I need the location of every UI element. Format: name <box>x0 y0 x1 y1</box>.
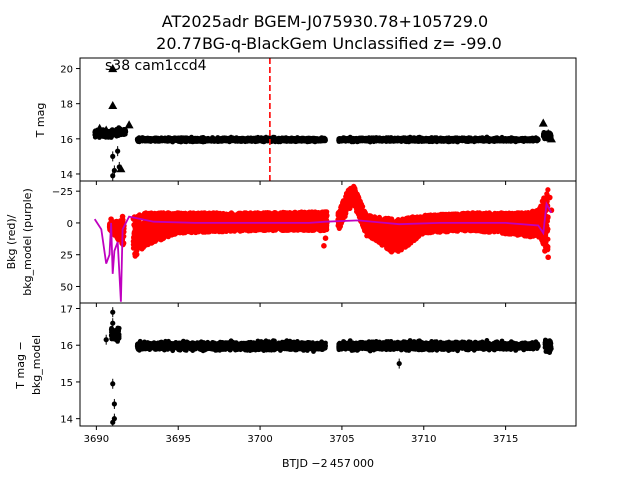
data-point <box>254 139 260 144</box>
data-point <box>109 127 115 133</box>
data-point <box>237 138 242 144</box>
data-point <box>248 136 253 142</box>
data-point <box>535 136 541 142</box>
data-point <box>202 138 208 143</box>
data-point <box>384 137 390 142</box>
data-point <box>278 137 284 143</box>
chart-title-line2: 20.77BG-q-BlackGem Unclassified z= -99.0 <box>156 34 502 53</box>
data-point <box>170 137 175 143</box>
data-point <box>421 137 426 143</box>
data-point <box>292 137 298 142</box>
scatter-series-segment <box>113 125 129 139</box>
data-point <box>487 137 492 143</box>
data-point <box>336 138 342 143</box>
data-point <box>509 136 515 142</box>
data-point <box>357 137 362 142</box>
y-tick-label: 18 <box>60 100 73 111</box>
y-tick-label: 14 <box>60 170 73 181</box>
upper-limit-marker <box>108 100 118 110</box>
data-point <box>318 137 324 143</box>
data-point <box>152 138 158 144</box>
data-point <box>351 136 357 141</box>
data-point <box>443 136 449 142</box>
panel-frame <box>79 57 577 182</box>
data-point <box>459 137 465 142</box>
upper-limit-marker <box>95 123 105 132</box>
data-point <box>475 137 481 143</box>
data-point <box>311 137 317 143</box>
y-tick-label: 20 <box>60 65 73 76</box>
upper-limit-marker <box>543 129 553 138</box>
data-point <box>158 137 164 142</box>
data-point <box>165 138 171 143</box>
plot-area <box>92 58 556 181</box>
upper-limit-marker <box>116 164 126 173</box>
data-point <box>303 137 308 143</box>
upper-limit-marker <box>538 118 548 127</box>
data-point <box>270 134 276 140</box>
data-point <box>198 135 204 141</box>
scatter-series-segment <box>336 134 541 145</box>
data-point <box>182 136 188 142</box>
data-point <box>365 138 371 144</box>
data-point <box>497 137 503 142</box>
data-point <box>111 167 117 174</box>
data-point <box>504 137 509 143</box>
data-point <box>110 153 116 159</box>
data-point <box>115 148 121 154</box>
data-point <box>194 137 200 143</box>
data-point <box>430 136 435 142</box>
data-point <box>520 137 526 143</box>
data-point <box>448 137 453 143</box>
data-point <box>137 137 143 143</box>
data-point <box>469 138 474 144</box>
upper-limit-marker <box>101 125 111 134</box>
data-point <box>116 133 121 139</box>
data-point <box>483 137 488 143</box>
data-point <box>527 137 533 143</box>
scatter-series-segment <box>134 134 328 145</box>
data-point <box>406 137 411 143</box>
data-point <box>540 133 546 139</box>
lightcurve-panel: 14 16 18 20 <box>60 57 577 185</box>
data-point <box>380 137 385 143</box>
chart-title-line1: AT2025adr BGEM-J075930.78+105729.0 <box>162 12 488 31</box>
data-point <box>415 137 421 142</box>
data-point <box>174 136 180 142</box>
upper-limit-marker <box>546 134 556 143</box>
data-point <box>393 138 398 144</box>
y-tick-label: 16 <box>60 135 73 146</box>
data-point <box>396 137 402 143</box>
data-point <box>118 129 123 135</box>
data-point <box>261 138 266 143</box>
data-point <box>453 138 458 144</box>
data-point <box>222 137 228 142</box>
data-point <box>346 136 352 142</box>
upper-limit-marker <box>108 64 118 73</box>
plot-area <box>93 183 555 302</box>
data-point <box>188 137 194 143</box>
data-point <box>145 137 150 143</box>
data-point <box>227 139 233 145</box>
upper-limit-marker <box>124 120 134 129</box>
data-point <box>213 137 219 143</box>
